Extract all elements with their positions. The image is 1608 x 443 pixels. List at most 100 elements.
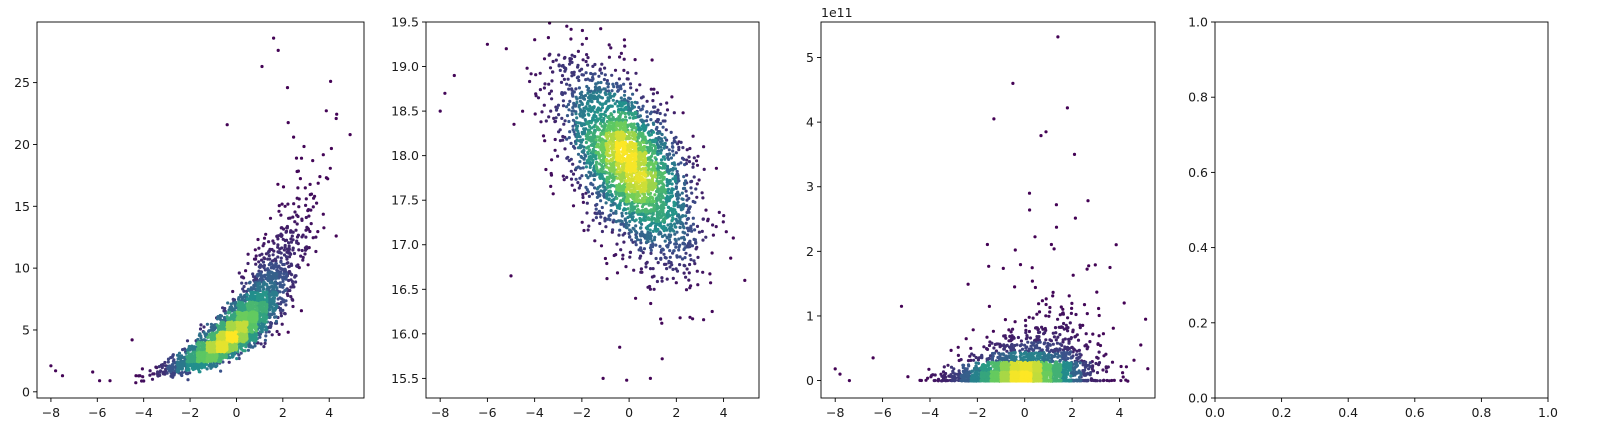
scatter-point: [191, 359, 195, 363]
scatter-point: [701, 270, 705, 274]
scatter-point: [681, 242, 685, 246]
scatter-point: [281, 298, 285, 302]
scatter-point: [635, 204, 640, 208]
scatter-point: [663, 233, 667, 237]
scatter-point: [138, 374, 142, 378]
scatter-point: [289, 240, 293, 244]
scatter-point: [281, 279, 285, 283]
scatter-point: [218, 330, 222, 335]
scatter-point: [581, 200, 586, 204]
scatter-point: [600, 71, 604, 75]
scatter-point: [674, 281, 678, 285]
scatter-point: [683, 264, 687, 268]
scatter-point: [315, 201, 319, 205]
scatter-point: [593, 110, 597, 114]
scatter-point: [176, 361, 180, 365]
scatter-point: [240, 281, 244, 285]
scatter-point: [260, 64, 264, 69]
scatter-point: [664, 262, 668, 266]
scatter-point: [610, 193, 614, 197]
x-tick-label: −2: [181, 405, 199, 420]
scatter-point: [295, 222, 299, 226]
scatter-point: [619, 51, 624, 56]
scatter-point: [589, 121, 593, 125]
scatter-point: [663, 239, 667, 243]
scatter-point: [163, 360, 167, 365]
scatter-point: [295, 241, 299, 245]
scatter-point: [218, 315, 222, 319]
scatter-point: [257, 265, 261, 269]
scatter-point: [685, 204, 689, 208]
scatter-point: [584, 59, 588, 64]
scatter-point: [190, 344, 194, 348]
scatter-point: [650, 58, 654, 62]
scatter-point: [674, 135, 678, 139]
scatter-point: [682, 157, 686, 161]
scatter-point: [585, 84, 589, 89]
scatter-point: [329, 146, 333, 151]
scatter-point: [108, 379, 112, 383]
scatter-point: [219, 357, 223, 361]
scatter-point: [230, 326, 234, 330]
scatter-point: [253, 327, 258, 331]
scatter-point: [259, 295, 263, 299]
scatter-point: [619, 84, 623, 88]
scatter-point: [207, 364, 211, 368]
scatter-point: [587, 155, 591, 159]
scatter-point: [148, 373, 152, 377]
scatter-point: [246, 287, 250, 291]
scatter-point: [597, 209, 602, 213]
scatter-point: [591, 117, 595, 121]
scatter-point: [254, 254, 258, 258]
scatter-point: [669, 233, 673, 237]
scatter-point: [285, 86, 290, 90]
scatter-point: [580, 220, 584, 224]
scatter-point: [691, 317, 695, 321]
scatter-point: [529, 72, 533, 76]
scatter-point: [240, 339, 245, 343]
scatter-point: [334, 116, 338, 121]
scatter-point: [567, 87, 571, 91]
scatter-point: [306, 263, 310, 267]
scatter-point: [685, 198, 689, 202]
scatter-point: [624, 265, 628, 269]
scatter-point: [267, 254, 271, 258]
scatter-point: [248, 337, 252, 341]
scatter-point: [617, 233, 621, 237]
scatter-point: [578, 135, 582, 139]
scatter-point: [285, 226, 289, 230]
scatter-point: [685, 158, 689, 162]
scatter-point: [240, 301, 245, 305]
scatter-point: [240, 321, 244, 326]
scatter-point: [571, 172, 576, 176]
scatter-point: [653, 144, 657, 148]
scatter-point: [687, 271, 691, 275]
scatter-point: [249, 333, 253, 337]
scatter-point: [291, 298, 295, 302]
scatter-point: [321, 153, 325, 157]
scatter-point: [569, 169, 573, 173]
scatter-point: [200, 338, 204, 342]
x-tick-label: −8: [42, 405, 60, 420]
scatter-point: [681, 111, 685, 115]
scatter-point: [233, 316, 237, 321]
scatter-point: [660, 139, 664, 143]
scatter-point: [657, 219, 661, 223]
scatter-point: [252, 290, 257, 295]
scatter-point: [205, 322, 209, 326]
scatter-point: [314, 235, 318, 239]
scatter-point: [586, 91, 590, 95]
scatter-point: [665, 277, 669, 281]
scatter-point: [640, 107, 644, 111]
scatter-point: [685, 194, 689, 198]
scatter-point: [309, 192, 314, 196]
scatter-point: [280, 226, 284, 230]
scatter-point: [659, 158, 664, 162]
scatter-point: [272, 302, 276, 306]
scatter-point: [594, 160, 599, 164]
scatter-point: [576, 124, 580, 128]
scatter-point: [574, 104, 578, 108]
scatter-point: [575, 76, 580, 80]
scatter-point: [291, 246, 295, 250]
scatter-point: [667, 213, 671, 217]
